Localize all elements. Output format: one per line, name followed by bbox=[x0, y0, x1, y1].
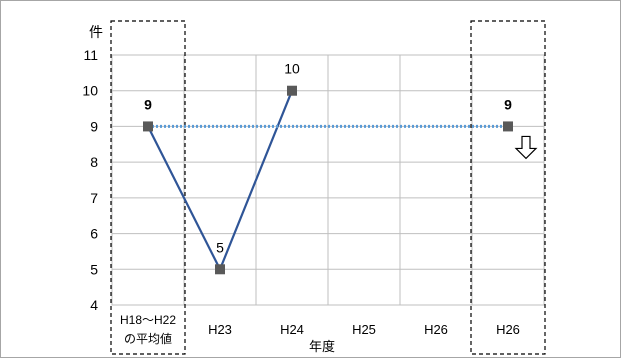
x-tick-label: H23 bbox=[208, 322, 232, 337]
highlight-box bbox=[110, 20, 186, 355]
data-label: 9 bbox=[144, 96, 152, 112]
y-tick-label: 4 bbox=[90, 297, 98, 313]
down-arrow-icon bbox=[514, 135, 538, 160]
y-tick-label: 9 bbox=[90, 118, 98, 134]
data-label: 10 bbox=[284, 61, 300, 77]
data-point-marker bbox=[143, 121, 153, 132]
y-tick-label: 8 bbox=[90, 154, 98, 170]
data-label: 9 bbox=[504, 96, 512, 112]
x-tick-label: H18～H22 bbox=[120, 313, 176, 327]
x-tick-label: の平均値 bbox=[124, 331, 172, 346]
y-unit-label: 件 bbox=[89, 24, 103, 40]
y-tick-label: 6 bbox=[90, 226, 98, 242]
x-tick-label: H25 bbox=[352, 322, 376, 337]
x-tick-label: H26 bbox=[424, 322, 448, 337]
data-point-marker bbox=[503, 121, 513, 132]
y-tick-label: 11 bbox=[83, 47, 98, 63]
data-point-marker bbox=[287, 85, 297, 96]
data-point-marker bbox=[215, 264, 225, 275]
x-tick-label: H24 bbox=[280, 322, 304, 337]
x-tick-label: H26 bbox=[496, 322, 520, 337]
y-tick-label: 10 bbox=[82, 83, 98, 99]
data-label: 5 bbox=[216, 239, 224, 255]
y-tick-label: 5 bbox=[90, 261, 98, 277]
x-axis-title: 年度 bbox=[309, 339, 335, 354]
highlight-box bbox=[470, 20, 546, 355]
y-tick-label: 7 bbox=[90, 190, 98, 206]
